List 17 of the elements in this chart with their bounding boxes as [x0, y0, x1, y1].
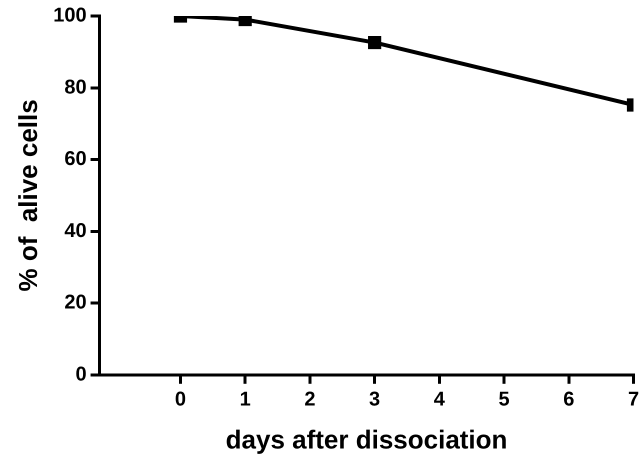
y-tick-label: 60 [64, 148, 87, 170]
x-tick-label: 7 [628, 388, 640, 410]
y-tick-label: 0 [75, 363, 87, 386]
x-tick-label: 3 [369, 388, 380, 410]
x-axis-title: days after dissociation [226, 424, 508, 455]
y-tick-label: 40 [64, 220, 87, 242]
x-tick-label: 4 [434, 388, 446, 410]
x-tick-label: 6 [563, 388, 574, 410]
y-axis-title: % of alive cells [12, 99, 43, 292]
x-tick-label: 2 [304, 388, 316, 410]
x-tick-label: 1 [240, 388, 251, 410]
x-tick-label: 0 [174, 388, 186, 410]
y-tick-label: 100 [53, 4, 87, 27]
x-tick-label: 5 [498, 388, 510, 410]
y-tick-label: 80 [64, 76, 87, 98]
point [368, 36, 382, 50]
y-tick-label: 20 [64, 292, 87, 314]
